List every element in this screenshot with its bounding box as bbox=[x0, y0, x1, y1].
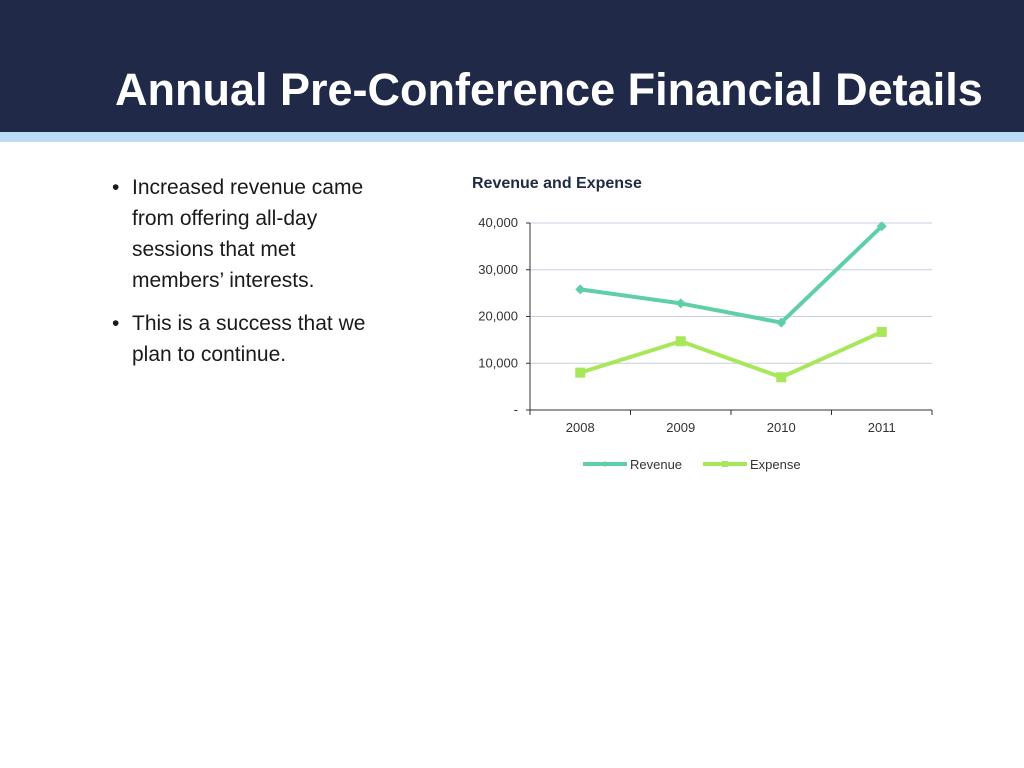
data-point-expense bbox=[575, 367, 586, 378]
x-tick-label: 2010 bbox=[767, 420, 796, 435]
legend-marker bbox=[602, 461, 608, 467]
title-bar bbox=[0, 0, 1024, 132]
bullet-list: • Increased revenue came from offering a… bbox=[112, 172, 392, 382]
bullet-text: This is a success that we plan to contin… bbox=[132, 312, 366, 366]
data-point-revenue bbox=[675, 298, 686, 309]
data-point-revenue bbox=[575, 284, 586, 295]
x-tick-label: 2008 bbox=[566, 420, 595, 435]
y-tick-label: 20,000 bbox=[478, 309, 518, 324]
data-point-expense bbox=[675, 336, 686, 347]
line-chart: - 10,000 20,000 30,000 40,000 2008 2009 2010 201… bbox=[478, 215, 933, 472]
bullet-item: • Increased revenue came from offering a… bbox=[112, 172, 392, 296]
bullet-text: Increased revenue came from offering all… bbox=[132, 176, 364, 292]
y-tick-label: 40,000 bbox=[478, 215, 518, 230]
chart-title: Revenue and Expense bbox=[472, 175, 642, 192]
bullet-dot: • bbox=[112, 176, 120, 199]
legend-marker bbox=[722, 461, 728, 467]
legend-label-expense: Expense bbox=[750, 457, 801, 472]
data-point-revenue bbox=[776, 317, 787, 328]
x-tick-label: 2009 bbox=[666, 420, 695, 435]
title-accent-stripe bbox=[0, 132, 1024, 142]
legend-label-revenue: Revenue bbox=[630, 457, 682, 472]
y-tick-label: - bbox=[514, 402, 518, 417]
y-tick-label: 10,000 bbox=[478, 355, 518, 370]
data-point-revenue bbox=[876, 221, 887, 232]
y-tick-label: 30,000 bbox=[478, 262, 518, 277]
slide-title: Annual Pre-Conference Financial Details bbox=[115, 64, 983, 115]
bullet-dot: • bbox=[112, 312, 120, 335]
x-tick-label: 2011 bbox=[868, 420, 896, 435]
series-line-expense bbox=[579, 330, 883, 380]
series-line-revenue bbox=[579, 224, 884, 325]
data-point-expense bbox=[876, 326, 887, 337]
bullet-item: • This is a success that we plan to cont… bbox=[112, 308, 392, 370]
data-point-expense bbox=[776, 372, 787, 383]
